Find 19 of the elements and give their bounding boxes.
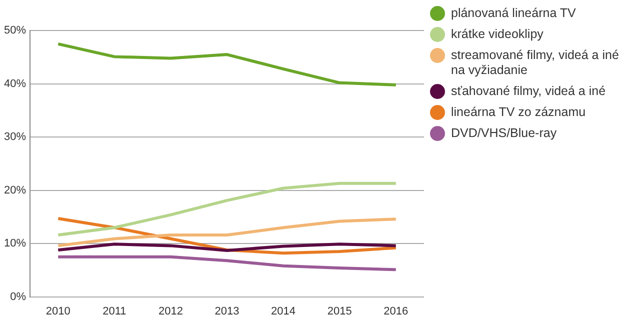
x-tick-label: 2016 xyxy=(384,305,408,318)
x-tick-label: 2012 xyxy=(158,305,183,318)
x-tick-label: 2013 xyxy=(214,305,240,318)
legend-label: lineárna TV zo záznamu xyxy=(451,105,586,120)
y-tick-label: 10% xyxy=(4,238,26,250)
y-tick-label: 30% xyxy=(4,131,26,144)
y-tick-label: 50% xyxy=(4,24,26,37)
legend-label: krátke videoklipy xyxy=(451,27,544,42)
y-tick-label: 0% xyxy=(10,290,26,303)
legend-label: sťahované filmy, videá a iné xyxy=(451,84,606,99)
x-tick-label: 2015 xyxy=(327,305,352,318)
y-tick-label: 20% xyxy=(4,184,26,196)
legend-label: plánovaná lineárna TV xyxy=(451,6,576,21)
legend-label: streamované filmy, videá a iné na vyžiadanie xyxy=(451,48,620,78)
x-tick-label: 2011 xyxy=(102,305,126,318)
y-tick-label: 40% xyxy=(4,78,26,90)
x-tick-label: 2010 xyxy=(46,305,70,318)
x-tick-label: 2014 xyxy=(271,305,296,318)
legend-label: DVD/VHS/Blue-ray xyxy=(451,126,557,141)
